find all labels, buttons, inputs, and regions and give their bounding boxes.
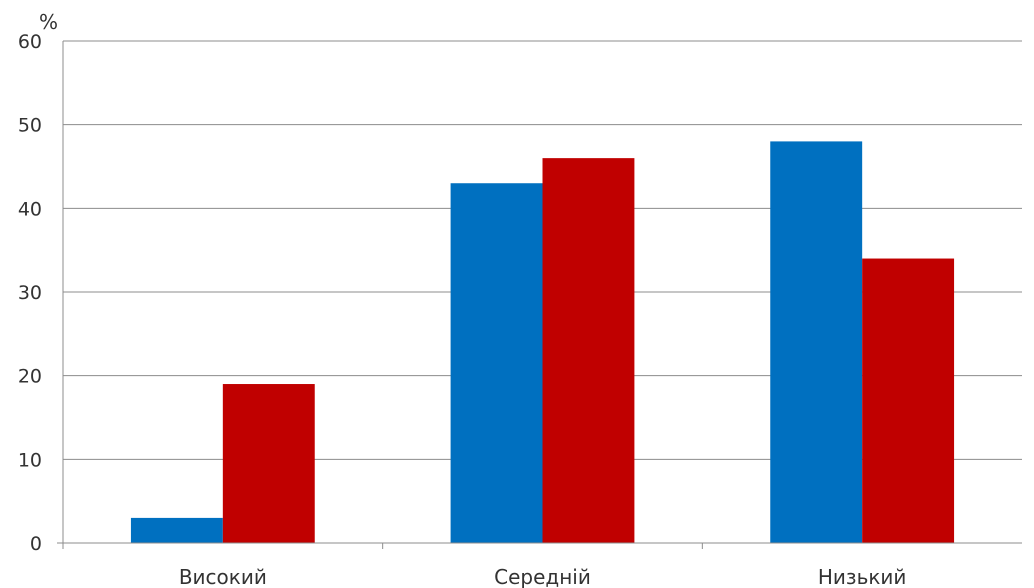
y-tick-label: 30 — [18, 282, 42, 304]
x-category-label: Середній — [494, 565, 591, 588]
y-tick-label: 0 — [30, 533, 42, 555]
x-category-label: Високий — [179, 565, 267, 588]
bar-series-1-2 — [770, 141, 863, 543]
bars — [130, 141, 955, 543]
y-axis-unit-label: % — [39, 10, 58, 34]
y-tick-label: 50 — [18, 115, 42, 137]
labels: 0 10 20 30 40 50 60% Високий Середній Низький — [18, 10, 907, 588]
axes — [57, 41, 1022, 549]
y-tick-label: 60 — [18, 31, 42, 53]
bar-series-1-1 — [450, 183, 543, 543]
bar-series-2-0 — [222, 384, 315, 543]
y-tick-label: 40 — [18, 198, 42, 220]
bar-series-1-0 — [130, 517, 223, 543]
bar-series-2-2 — [862, 258, 955, 543]
y-tick-label: 10 — [18, 449, 42, 471]
bar-series-2-1 — [542, 158, 635, 543]
x-category-label: Низький — [818, 565, 907, 588]
y-tick-label: 20 — [18, 366, 42, 388]
